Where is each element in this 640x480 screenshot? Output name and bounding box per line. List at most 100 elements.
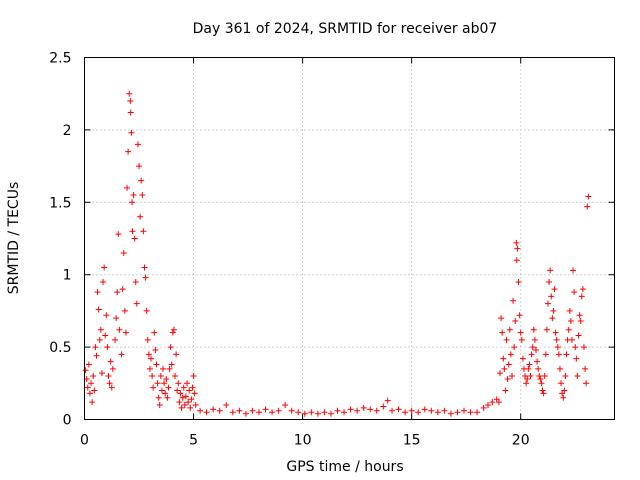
data-point [577,318,584,325]
data-point [553,336,560,343]
data-point [558,380,565,387]
data-point [143,307,150,314]
data-point [507,351,514,358]
data-point [570,267,577,274]
data-point [434,409,441,416]
data-point [523,380,530,387]
data-point [188,396,195,403]
data-point [571,289,578,296]
data-point [568,336,575,343]
data-point [114,289,121,296]
data-point [269,409,276,416]
data-point [158,387,165,394]
data-point [583,380,590,387]
data-point [88,380,95,387]
data-point [85,361,92,368]
data-point [556,365,563,372]
data-point [210,406,217,413]
data-point [373,407,380,414]
axis-ticks: 0 0.5 1 1.5 2 2.5 0 5 10 15 20 [49,51,615,449]
data-point [138,177,145,184]
data-point [153,361,160,368]
data-point [501,365,508,372]
data-point [132,278,139,285]
y-tick-label: 2.5 [49,51,71,67]
data-point [203,409,210,416]
data-point [508,373,515,380]
data-point [500,355,507,362]
data-point [229,409,236,416]
data-point [561,387,568,394]
data-point [139,192,146,199]
data-point [495,399,502,406]
data-point [480,404,487,411]
data-point [119,286,126,293]
data-point [130,192,137,199]
data-point [189,384,196,391]
data-point [192,402,199,409]
data-point [262,406,269,413]
data-point [106,380,113,387]
data-point [308,409,315,416]
data-point [516,312,523,319]
data-point [551,286,558,293]
data-point [519,355,526,362]
data-point [140,228,147,235]
data-point [532,346,539,353]
data-point [160,365,167,372]
data-point [184,380,191,387]
data-point [524,375,531,382]
data-point [165,384,172,391]
chart-title: Day 361 of 2024, SRMTID for receiver ab0… [193,21,498,37]
data-point [168,361,175,368]
data-point [105,373,112,380]
data-point [91,387,98,394]
data-point [540,390,547,397]
data-point [301,410,308,417]
x-tick-label: 20 [512,433,530,449]
data-point [155,394,162,401]
data-point [541,373,548,380]
data-point [102,332,109,339]
data-point [547,267,554,274]
data-point [186,387,193,394]
data-point [578,293,585,300]
data-point [242,410,249,417]
data-point [321,409,328,416]
data-point [428,407,435,414]
data-point [563,351,570,358]
data-point [176,399,183,406]
data-point [529,344,536,351]
x-tick-label: 0 [80,433,89,449]
data-point [190,373,197,380]
data-point [544,300,551,307]
data-point [534,358,541,365]
data-point [249,407,256,414]
data-point [582,365,589,372]
data-point [384,397,391,404]
data-point [97,326,104,333]
data-point [151,329,158,336]
data-point [402,409,409,416]
data-point [134,141,141,148]
data-point [584,203,591,210]
data-point [197,407,204,414]
data-point [109,365,116,372]
data-point [447,410,454,417]
data-point [539,387,546,394]
data-point [161,380,168,387]
data-point [454,409,461,416]
data-point [141,264,148,271]
data-point [128,129,135,136]
data-point [182,393,189,400]
data-point [125,148,132,155]
data-point [538,380,545,387]
data-point [560,394,567,401]
data-point [548,293,555,300]
data-point [148,355,155,362]
data-point [526,361,533,368]
data-point [104,344,111,351]
data-point [169,329,176,336]
data-point [122,329,129,336]
